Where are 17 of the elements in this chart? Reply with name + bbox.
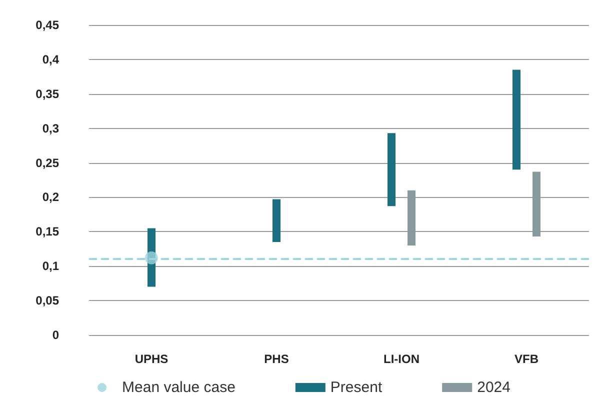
x-tick-label: LI-ION <box>384 352 420 366</box>
y-tick-label: 0,2 <box>42 190 60 204</box>
y-tick-label: 0,3 <box>42 121 60 136</box>
y-tick-label: 0 <box>52 328 60 342</box>
x-tick-label: UPHS <box>134 352 168 366</box>
legend-label: 2024 <box>477 379 510 396</box>
y-tick-label: 0,15 <box>36 224 60 239</box>
x-tick-label: VFB <box>514 352 539 366</box>
y-tick-label: 0,25 <box>36 156 60 170</box>
y-tick-label: 0,4 <box>42 52 60 66</box>
legend-label: Present <box>330 379 383 396</box>
y-tick-label: 0,45 <box>36 18 60 32</box>
x-tick-label: PHS <box>264 352 289 366</box>
y-tick-label: 0,35 <box>36 86 60 101</box>
y-tick-label: 0,1 <box>42 259 60 274</box>
y-tick-label: 0,05 <box>36 294 60 308</box>
legend-label: Mean value case <box>122 379 236 396</box>
